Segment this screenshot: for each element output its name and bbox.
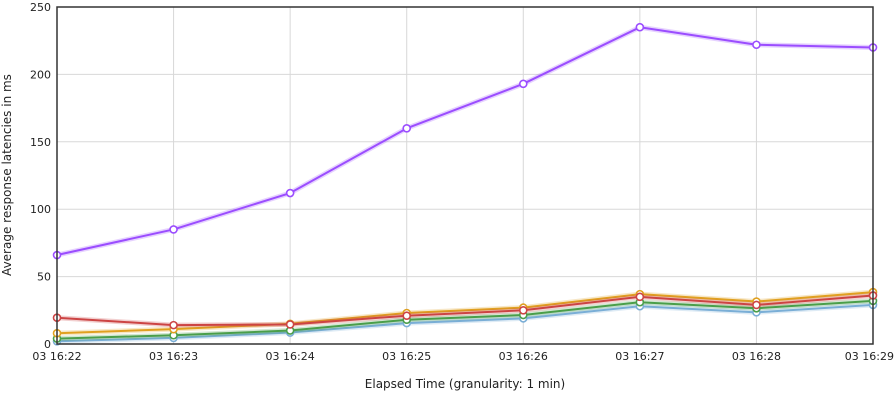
series-line bbox=[56, 294, 874, 327]
data-point[interactable] bbox=[285, 320, 295, 329]
y-tick-label: 100 bbox=[30, 203, 51, 216]
series-line bbox=[56, 291, 874, 335]
plot-area-border bbox=[56, 6, 874, 345]
x-tick-label: 03 16:29 bbox=[845, 350, 894, 363]
y-tick-label: 150 bbox=[30, 136, 51, 149]
y-axis-ticks: 0 50 100 150 200 250 bbox=[30, 1, 51, 351]
data-point[interactable] bbox=[169, 225, 178, 234]
data-point[interactable] bbox=[169, 320, 178, 330]
x-axis-title: Elapsed Time (granularity: 1 min) bbox=[365, 377, 565, 391]
data-point[interactable] bbox=[518, 305, 528, 315]
data-point[interactable] bbox=[402, 311, 412, 320]
series-line bbox=[56, 303, 874, 343]
x-tick-label: 03 16:28 bbox=[732, 350, 781, 363]
data-point[interactable] bbox=[635, 22, 645, 32]
data-point[interactable] bbox=[285, 188, 295, 198]
x-tick-label: 03 16:26 bbox=[499, 350, 548, 363]
x-tick-label: 03 16:23 bbox=[149, 350, 198, 363]
series-line bbox=[56, 26, 874, 257]
y-tick-label: 200 bbox=[30, 68, 51, 81]
y-tick-label: 0 bbox=[44, 338, 51, 351]
data-point[interactable] bbox=[635, 292, 645, 302]
series-line bbox=[56, 299, 874, 340]
data-point[interactable] bbox=[402, 124, 412, 133]
x-tick-label: 03 16:22 bbox=[32, 350, 81, 363]
x-axis-ticks: 03 16:22 03 16:23 03 16:24 03 16:25 03 16:26… bbox=[32, 350, 894, 363]
data-point[interactable] bbox=[752, 40, 761, 50]
x-tick-label: 03 16:25 bbox=[382, 350, 431, 363]
plot-area-background bbox=[57, 7, 873, 344]
y-tick-label: 250 bbox=[30, 1, 51, 14]
x-tick-label: 03 16:27 bbox=[615, 350, 664, 363]
x-tick-label: 03 16:24 bbox=[266, 350, 315, 363]
y-axis-title: Average response latencies in ms bbox=[0, 74, 14, 276]
series-lines bbox=[56, 24, 874, 344]
data-point[interactable] bbox=[518, 79, 528, 89]
y-tick-label: 50 bbox=[37, 271, 51, 284]
data-point[interactable] bbox=[752, 300, 761, 310]
